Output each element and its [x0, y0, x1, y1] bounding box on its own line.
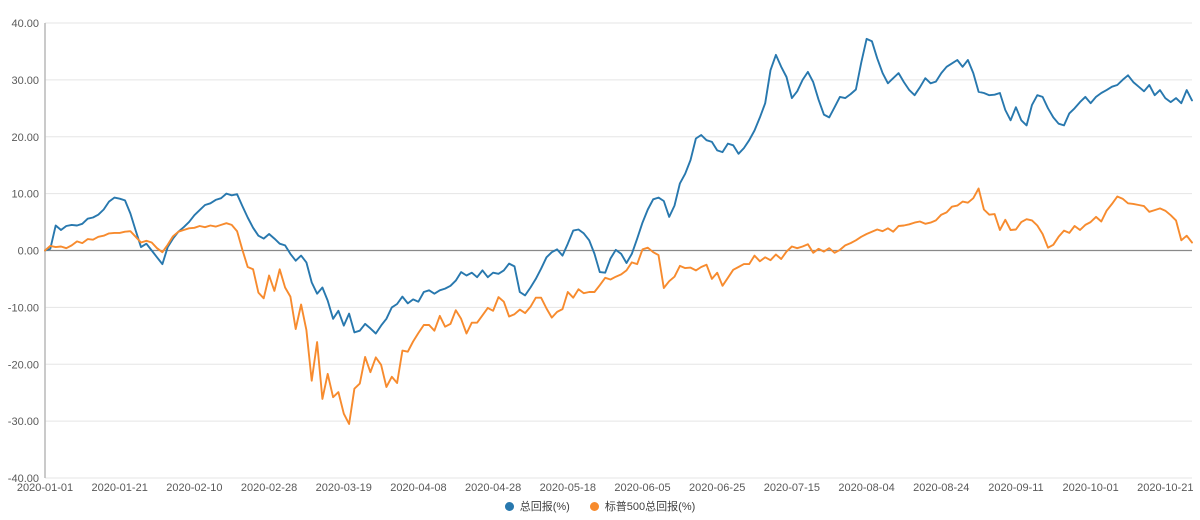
x-axis-labels: 2020-01-01 2020-01-21 2020-02-10 2020-02-28… [17, 482, 1194, 494]
x-tick-label: 2020-07-15 [764, 482, 820, 494]
x-tick-label: 2020-10-21 [1137, 482, 1193, 494]
x-tick-label: 2020-09-11 [988, 482, 1043, 494]
x-tick-label: 2020-05-18 [540, 482, 596, 494]
y-tick-label: 40.00 [11, 18, 39, 30]
legend-label-total-return: 总回报(%) [519, 501, 570, 513]
y-tick-label: -20.00 [8, 359, 39, 371]
plot-area[interactable] [45, 23, 1192, 478]
x-tick-label: 2020-04-28 [465, 482, 521, 494]
x-tick-label: 2020-02-10 [166, 482, 222, 494]
legend-dot-total-return [504, 501, 514, 511]
y-axis-labels: 40.00 30.00 20.00 10.00 0.00 -10.00 -20.00 -30.… [8, 18, 39, 485]
legend-label-sp500-total-return: 标普500总回报(%) [604, 501, 696, 513]
x-tick-label: 2020-01-01 [17, 482, 73, 494]
x-tick-label: 2020-10-01 [1062, 482, 1118, 494]
y-tick-label: 10.00 [11, 189, 39, 201]
y-tick-label: 20.00 [11, 132, 39, 144]
x-tick-label: 2020-08-24 [913, 482, 969, 494]
x-tick-label: 2020-06-05 [614, 482, 670, 494]
x-tick-label: 2020-06-25 [689, 482, 745, 494]
legend-item-total-return[interactable]: 总回报(%) [504, 498, 570, 514]
y-tick-label: -40.00 [8, 473, 39, 485]
legend-item-sp500-total-return[interactable]: 标普500总回报(%) [589, 498, 696, 514]
legend-dot-sp500-total-return [589, 501, 599, 511]
chart-legend: 总回报(%) 标普500总回报(%) [0, 498, 1200, 514]
x-tick-label: 2020-03-19 [316, 482, 372, 494]
series-line-sp500-total-return [44, 187, 1193, 425]
y-tick-label: -10.00 [8, 302, 39, 314]
x-tick-label: 2020-02-28 [241, 482, 297, 494]
x-tick-label: 2020-08-04 [838, 482, 894, 494]
x-tick-label: 2020-04-08 [390, 482, 446, 494]
series-line-total-return [44, 37, 1193, 335]
y-tick-label: 30.00 [11, 75, 39, 87]
x-tick-label: 2020-01-21 [92, 482, 148, 494]
y-tick-label: -30.00 [8, 416, 39, 428]
y-tick-label: 0.00 [18, 246, 39, 258]
